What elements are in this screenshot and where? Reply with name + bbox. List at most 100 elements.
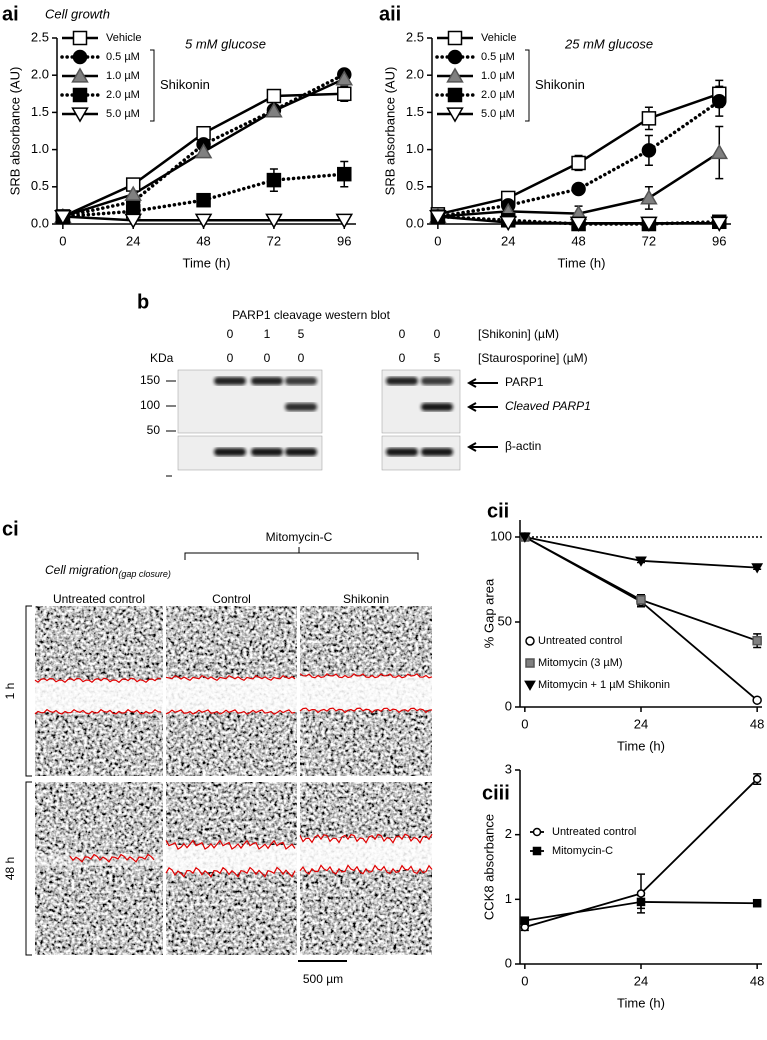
legend-label: 0.5 µM [106, 51, 140, 63]
x-tick-label: 96 [337, 233, 351, 248]
lane-value: 5 [298, 327, 305, 341]
group-bracket [184, 547, 419, 560]
x-tick-label: 48 [750, 973, 764, 988]
data-point [640, 189, 658, 205]
lane-value: 0 [434, 327, 441, 341]
gap-edge [165, 709, 296, 715]
legend-label: Mitomycin-C [552, 845, 613, 857]
x-tick-label: 24 [126, 233, 140, 248]
blot-band [285, 403, 317, 411]
legend-label: Mitomycin (3 µM) [538, 657, 623, 669]
data-point [752, 695, 762, 705]
gap-edge [165, 866, 296, 878]
x-tick-label: 0 [521, 973, 528, 988]
data-point [641, 143, 657, 158]
column-label: Control [212, 592, 251, 606]
legend-label: 2.0 µM [481, 89, 515, 101]
annotation: 25 mM glucose [564, 36, 653, 51]
series-line [524, 536, 758, 642]
band-label: Cleaved PARP1 [505, 399, 591, 413]
legend-marker [71, 107, 89, 123]
y-tick-label: 2 [505, 826, 512, 841]
data-point [636, 897, 646, 907]
data-point [124, 185, 142, 201]
y-axis-label: % Gap area [481, 578, 496, 648]
legend-label: 1.0 µM [106, 70, 140, 82]
gap-edge [34, 677, 162, 684]
y-tick-label: 0.5 [31, 178, 49, 193]
y-axis-label: CCK8 absorbance [481, 814, 496, 920]
data-point [335, 213, 354, 229]
migration-title: Cell migration(gap closure) [45, 563, 171, 579]
data-point [752, 898, 762, 908]
y-tick-label: 1.0 [406, 141, 424, 156]
kda-label: KDa [150, 351, 174, 365]
row-label: 1 h [3, 683, 17, 700]
data-point [499, 215, 517, 232]
legend-label: 5.0 µM [481, 108, 515, 120]
gap-region [35, 680, 163, 712]
legend-label: 0.5 µM [481, 51, 515, 63]
arrow [466, 378, 498, 388]
lane-value: 0 [227, 351, 234, 365]
panel-label: b [137, 291, 149, 313]
blot-band [421, 448, 453, 456]
data-point [124, 213, 142, 229]
row-label: 48 h [3, 857, 17, 880]
column-label: Untreated control [53, 592, 145, 606]
legend-label: Vehicle [481, 32, 516, 44]
data-point [636, 889, 646, 898]
blot-band [421, 377, 453, 385]
legend-marker [447, 49, 463, 65]
data-point [752, 635, 762, 646]
lane-value: 5 [434, 351, 441, 365]
legend-group-label: Shikonin [535, 77, 585, 92]
blot-band [421, 403, 453, 411]
legend-label: Untreated control [552, 826, 636, 838]
blot-band [285, 377, 317, 385]
gap-edge [299, 673, 433, 679]
mw-marker: 150 [140, 373, 160, 387]
legend-marker [72, 87, 88, 103]
y-axis-label: SRB absorbance (AU) [7, 67, 22, 196]
x-tick-label: 72 [267, 233, 281, 248]
data-point [54, 209, 72, 226]
x-tick-label: 24 [634, 973, 648, 988]
x-tick-label: 96 [712, 233, 726, 248]
data-point [429, 209, 447, 226]
legend-marker [72, 49, 88, 65]
group-label: Mitomycin-C [266, 530, 333, 544]
legend-marker [525, 636, 535, 646]
chart-title: Cell growth [45, 6, 110, 21]
arrow [466, 402, 498, 412]
column-label: Shikonin [343, 592, 389, 606]
y-tick-label: 1.5 [31, 104, 49, 119]
gap-region [300, 676, 432, 710]
y-tick-label: 0.5 [406, 178, 424, 193]
legend-label: Vehicle [106, 32, 141, 44]
scale-bar-label: 500 µm [303, 972, 343, 986]
data-point [641, 111, 657, 126]
x-axis-label: Time (h) [183, 255, 231, 270]
row-bracket [25, 605, 32, 777]
gap-edge [165, 674, 296, 682]
y-tick-label: 1.5 [406, 104, 424, 119]
lane-value: 0 [399, 327, 406, 341]
data-point [265, 102, 283, 118]
y-tick-label: 1 [505, 891, 512, 906]
title-sub: (gap closure) [118, 569, 171, 579]
mw-marker: 100 [140, 398, 160, 412]
panel-label: aii [379, 3, 401, 25]
x-tick-label: 0 [434, 233, 441, 248]
data-point [265, 213, 283, 229]
legend-group-label: Shikonin [160, 77, 210, 92]
blot-band [386, 448, 418, 456]
y-tick-label: 0.0 [31, 215, 49, 230]
blot-title: PARP1 cleavage western blot [232, 308, 391, 322]
y-axis-label: SRB absorbance (AU) [382, 67, 397, 196]
legend-marker [447, 30, 463, 46]
legend-marker [532, 846, 542, 856]
data-point [266, 172, 282, 188]
data-point [571, 155, 586, 171]
y-tick-label: 1.0 [31, 141, 49, 156]
